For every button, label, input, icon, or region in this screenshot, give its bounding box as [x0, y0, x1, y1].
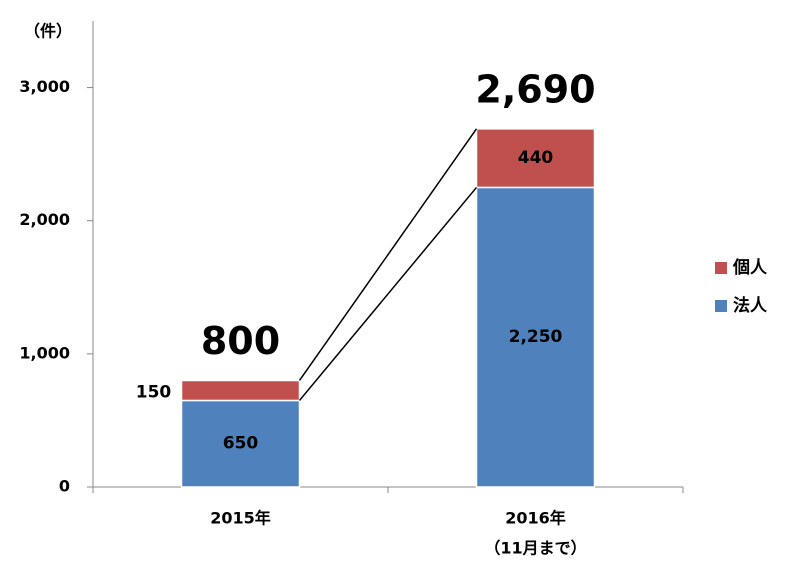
value-label: 650: [223, 434, 259, 454]
value-label: 2,250: [509, 327, 563, 347]
legend-swatch: [715, 262, 727, 274]
y-tick-label: 0: [59, 477, 70, 496]
connector-line: [298, 186, 478, 401]
value-label: 440: [518, 148, 554, 168]
x-tick-label: 2016年: [505, 509, 566, 528]
bar-segment: [180, 399, 301, 488]
bar-segment: [180, 379, 301, 402]
x-tick-sublabel: （11月まで）: [484, 539, 586, 558]
y-tick-label: 1,000: [19, 343, 70, 362]
x-tick-label: 2015年: [210, 509, 271, 528]
y-tick-label: 2,000: [19, 210, 70, 229]
total-label: 2,690: [475, 67, 595, 111]
connector-line: [298, 128, 478, 381]
legend-swatch: [715, 300, 727, 312]
y-tick-label: 3,000: [19, 77, 70, 96]
value-label: 150: [136, 382, 172, 402]
bar-segment: [475, 186, 596, 488]
y-unit-label: （件）: [24, 22, 72, 41]
total-label: 800: [201, 319, 280, 363]
legend-label: 個人: [732, 257, 768, 278]
bar-segment: [475, 128, 596, 189]
legend-label: 法人: [733, 295, 768, 316]
